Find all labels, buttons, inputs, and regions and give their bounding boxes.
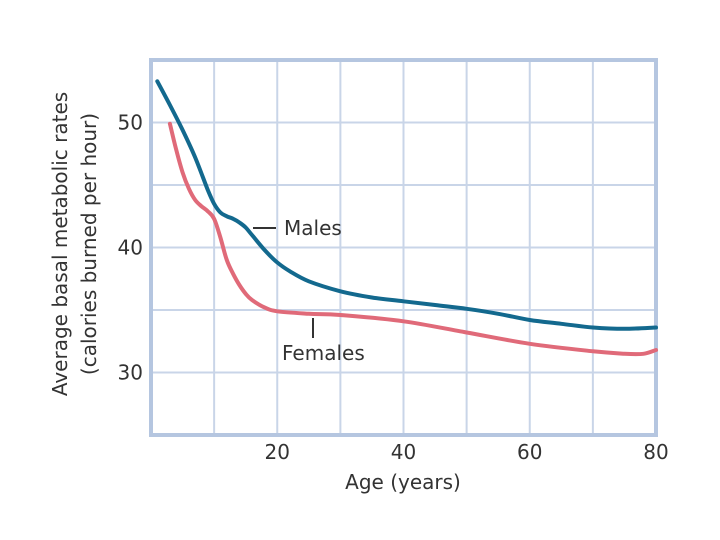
x-axis-title: Age (years) <box>345 470 461 494</box>
plot-frame <box>149 58 658 437</box>
x-tick-label: 40 <box>391 440 416 464</box>
y-tick-label: 40 <box>118 236 143 260</box>
x-tick-label: 80 <box>643 440 668 464</box>
x-tick-label: 20 <box>265 440 290 464</box>
y-tick-label: 50 <box>118 111 143 135</box>
series-line-females <box>167 121 658 357</box>
series-layer <box>155 79 658 357</box>
males-series-label: Males <box>284 216 342 240</box>
y-axis-title-line2: (calories burned per hour) <box>77 113 101 375</box>
series-line-males <box>155 79 658 331</box>
tick-labels: 20 40 60 80 30 40 50 <box>118 111 669 465</box>
y-axis-title-line1: Average basal metabolic rates <box>48 92 72 396</box>
grid <box>151 60 656 435</box>
x-tick-label: 60 <box>517 440 542 464</box>
females-series-label: Females <box>282 341 365 365</box>
y-tick-label: 30 <box>118 361 143 385</box>
